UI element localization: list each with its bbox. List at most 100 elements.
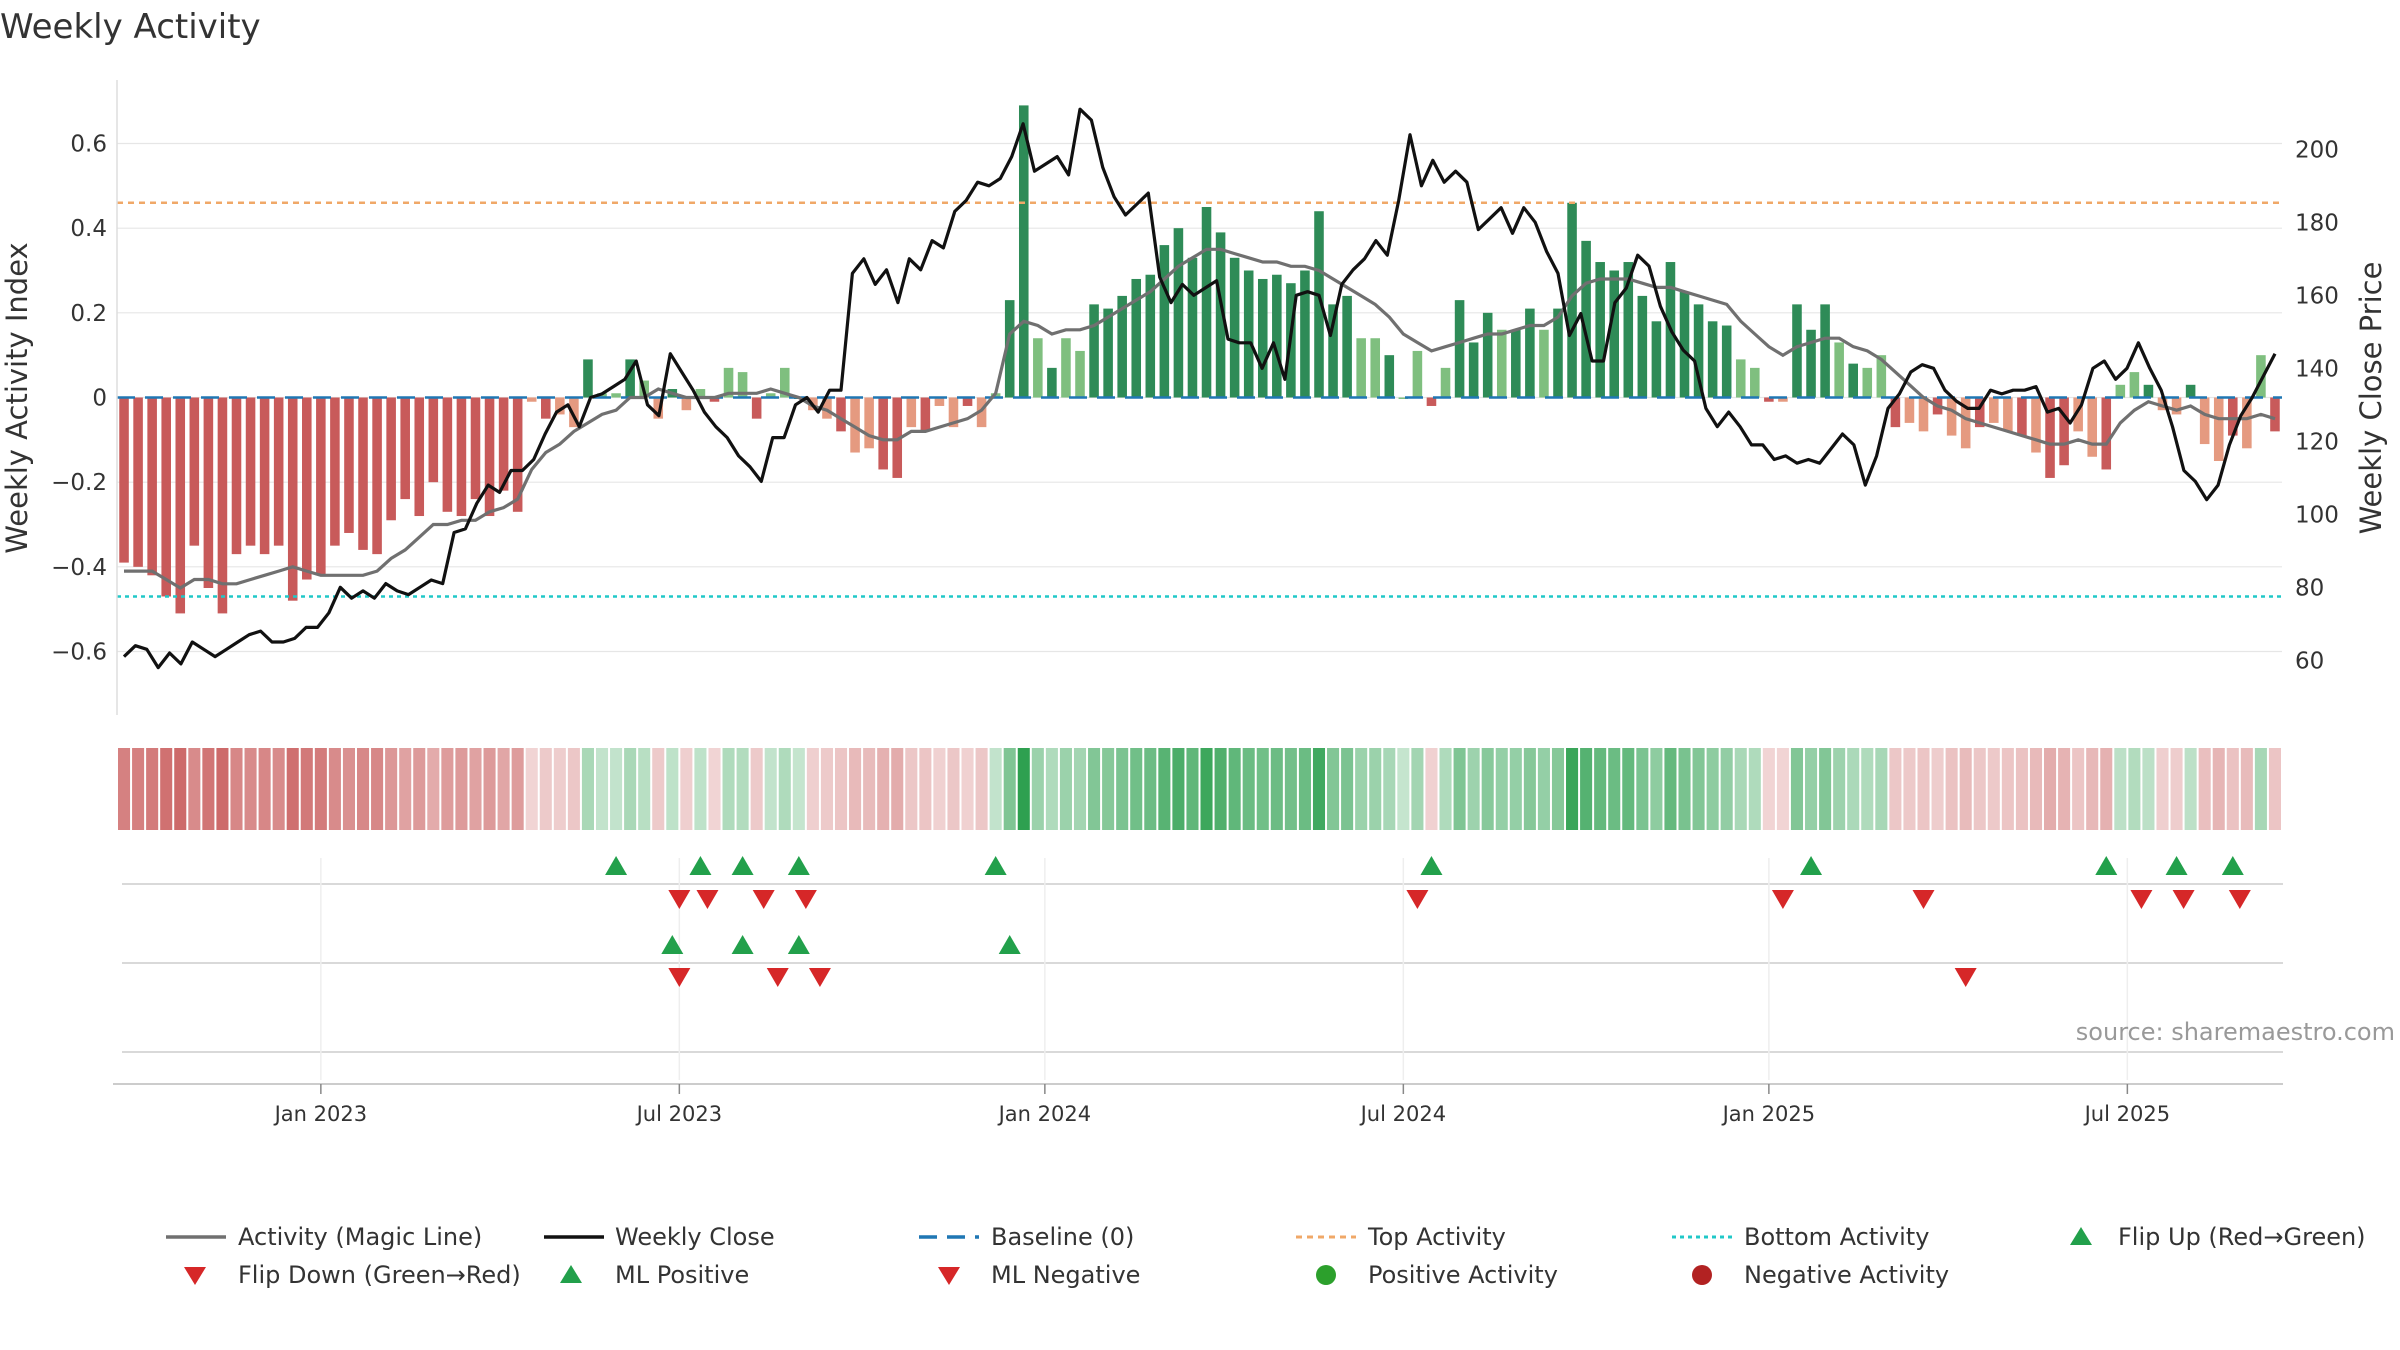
band-cell xyxy=(1889,748,1902,830)
band-cell xyxy=(2072,748,2085,830)
ml-positive-marker xyxy=(787,935,810,954)
band-cell xyxy=(792,748,805,830)
activity-bar xyxy=(1960,397,1971,449)
activity-bar xyxy=(512,397,523,512)
ml-negative-marker xyxy=(766,968,789,987)
band-cell xyxy=(1861,748,1874,830)
band-cell xyxy=(863,748,876,830)
activity-bar xyxy=(1918,397,1929,432)
legend-label: Top Activity xyxy=(1367,1223,1506,1251)
activity-bar xyxy=(1300,270,1310,398)
band-cell xyxy=(1692,748,1705,830)
activity-bar xyxy=(1792,304,1802,398)
legend-ml-positive-swatch xyxy=(560,1265,582,1283)
flip-down-marker xyxy=(2228,890,2251,909)
activity-bar xyxy=(1750,367,1760,398)
activity-bar xyxy=(2073,397,2083,432)
band-cell xyxy=(2268,748,2281,830)
band-cell xyxy=(1987,748,2000,830)
band-cell xyxy=(1031,748,1044,830)
band-cell xyxy=(1580,748,1593,830)
flip-up-marker xyxy=(1420,856,1443,875)
band-cell xyxy=(118,748,131,830)
band-cell xyxy=(2128,748,2141,830)
activity-bar xyxy=(1257,278,1268,398)
activity-bar xyxy=(1707,321,1718,398)
activity-bar xyxy=(2228,397,2238,436)
band-cell xyxy=(1228,748,1241,830)
activity-bar xyxy=(1820,304,1830,398)
activity-bar xyxy=(681,397,692,411)
band-cell xyxy=(1242,748,1255,830)
activity-bar xyxy=(1342,295,1352,398)
activity-bar xyxy=(1089,304,1099,398)
band-cell xyxy=(624,748,637,830)
band-cell xyxy=(1312,748,1326,830)
activity-bar xyxy=(2213,397,2224,461)
activity-bar xyxy=(1946,397,1957,436)
activity-bar xyxy=(920,397,931,432)
band-cell xyxy=(497,748,510,830)
legend-label: Positive Activity xyxy=(1368,1261,1558,1289)
band-cell xyxy=(2226,748,2239,830)
activity-bar xyxy=(962,397,973,406)
band-cell xyxy=(834,748,848,830)
activity-bar xyxy=(2171,397,2182,415)
activity-bar xyxy=(1525,308,1535,398)
activity-bar xyxy=(1778,397,1788,402)
band-cell xyxy=(230,748,243,830)
band-cell xyxy=(2142,748,2155,830)
flip-down-marker xyxy=(696,890,719,909)
band-cell xyxy=(2001,748,2014,830)
activity-bar xyxy=(1567,202,1577,398)
activity-bar xyxy=(245,397,256,546)
activity-bar xyxy=(1553,308,1563,398)
activity-bar xyxy=(1482,312,1493,398)
band-cell xyxy=(2254,748,2267,830)
band-cell xyxy=(1116,748,1129,830)
activity-bar xyxy=(484,397,495,517)
legend-ml-negative-swatch xyxy=(938,1267,960,1285)
activity-bar xyxy=(611,393,621,398)
chart-title: Weekly Activity xyxy=(0,7,261,47)
legend-label: Baseline (0) xyxy=(991,1223,1134,1251)
activity-bar xyxy=(864,397,874,449)
band-cell xyxy=(2100,748,2113,830)
activity-bar xyxy=(2129,372,2140,398)
flip-down-marker xyxy=(2130,890,2153,909)
band-cell xyxy=(2156,748,2169,830)
activity-bar xyxy=(1215,232,1226,398)
activity-bar xyxy=(2270,397,2280,432)
activity-bar xyxy=(2242,397,2252,449)
band-cell xyxy=(413,748,426,830)
activity-bar xyxy=(1243,270,1254,398)
band-cell xyxy=(1298,748,1311,830)
band-cell xyxy=(553,748,566,830)
activity-bar xyxy=(203,397,214,588)
activity-bar xyxy=(1004,300,1015,398)
right-tick-label: 60 xyxy=(2295,648,2324,674)
activity-bar xyxy=(1229,257,1240,398)
right-axis-label: Weekly Close Price xyxy=(2354,262,2388,535)
activity-bar xyxy=(948,397,959,428)
right-tick-label: 200 xyxy=(2295,137,2339,163)
band-cell xyxy=(1959,748,1972,830)
activity-bar xyxy=(1033,338,1043,398)
band-cell xyxy=(1776,748,1789,830)
flip-up-marker xyxy=(2095,856,2118,875)
band-cell xyxy=(680,748,693,830)
activity-bar xyxy=(1834,342,1844,398)
band-cell xyxy=(933,748,946,830)
activity-bar xyxy=(456,397,467,517)
band-cell xyxy=(1790,748,1804,830)
activity-bar xyxy=(1890,397,1901,428)
band-cell xyxy=(1664,748,1677,830)
band-cell xyxy=(820,748,833,830)
band-cell xyxy=(1453,748,1466,830)
left-tick-label: 0.4 xyxy=(70,216,107,242)
legend-label: Negative Activity xyxy=(1744,1261,1949,1289)
activity-bar xyxy=(1075,350,1085,398)
band-cell xyxy=(455,748,468,830)
band-cell xyxy=(778,748,791,830)
band-cell xyxy=(1931,748,1944,830)
